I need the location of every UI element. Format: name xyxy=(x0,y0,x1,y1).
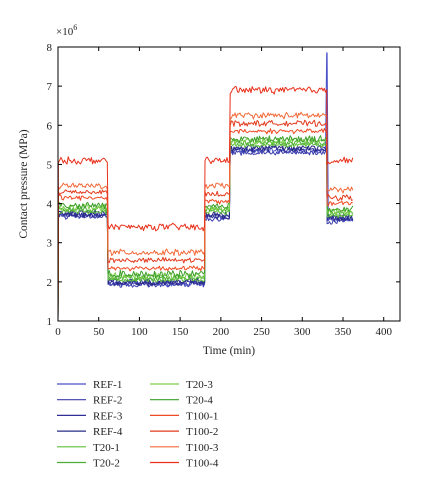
y-tick-label: 1 xyxy=(47,316,53,328)
y-tick-label: 7 xyxy=(47,81,53,93)
y-axis-label: Contact pressure (MPa) xyxy=(18,129,30,238)
plot-frame xyxy=(57,46,401,322)
y-tick-label: 2 xyxy=(47,277,53,289)
legend-label-ref-2: REF-2 xyxy=(93,395,122,407)
plot-lines xyxy=(57,52,354,321)
x-axis-label: Time (min) xyxy=(203,345,255,357)
x-tick-label: 300 xyxy=(294,326,311,338)
x-tick-label: 250 xyxy=(253,326,270,338)
x-tick-label: 400 xyxy=(375,326,392,338)
x-tick-label: 200 xyxy=(213,326,230,338)
series-line-t100-4 xyxy=(57,86,354,321)
legend-label-ref-4: REF-4 xyxy=(93,426,123,438)
x-tick-label: 100 xyxy=(131,326,148,338)
y-tick-label: 4 xyxy=(47,199,53,211)
legend-label-t100-1: T100-1 xyxy=(186,410,218,422)
x-tick-label: 350 xyxy=(335,326,352,338)
legend-label-ref-3: REF-3 xyxy=(93,410,123,422)
legend-label-t100-3: T100-3 xyxy=(186,442,219,454)
legend: REF-1 REF-2 REF-3 REF-4 T20-1 T20-2 T20-3 T20-4… xyxy=(57,379,219,470)
legend-label-t20-1: T20-1 xyxy=(93,442,120,454)
y-tick-label: 3 xyxy=(47,238,53,250)
legend-label-t20-2: T20-2 xyxy=(93,458,120,470)
x-tick-label: 0 xyxy=(55,326,61,338)
y-multiplier-label: ×106 xyxy=(56,23,77,38)
y-tick-label: 5 xyxy=(47,159,53,171)
legend-label-t100-2: T100-2 xyxy=(186,426,218,438)
legend-label-ref-1: REF-1 xyxy=(93,379,122,391)
legend-label-t20-3: T20-3 xyxy=(186,379,213,391)
x-tick-label: 150 xyxy=(172,326,189,338)
legend-label-t100-4: T100-4 xyxy=(186,458,219,470)
y-tick-label: 8 xyxy=(47,42,53,54)
axis-ticks: 0 50 100 150 200 250 300 350 400 1 2 3 4 5 6 7 8 xyxy=(47,42,400,338)
y-tick-label: 6 xyxy=(47,120,53,132)
x-tick-label: 50 xyxy=(93,326,105,338)
legend-label-t20-4: T20-4 xyxy=(186,395,213,407)
